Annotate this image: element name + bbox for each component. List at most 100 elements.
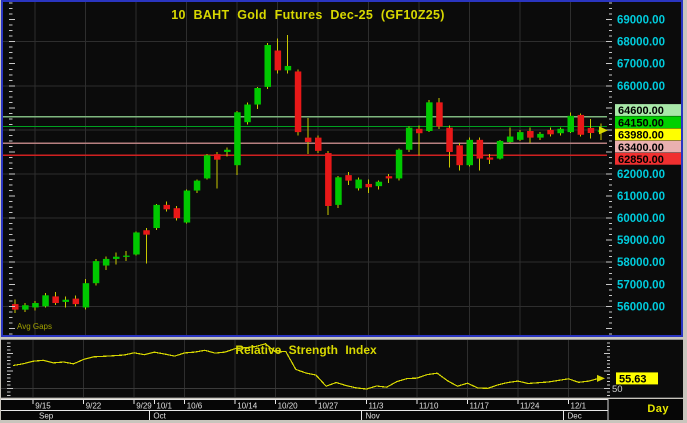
candle-body — [325, 153, 332, 206]
candle-body — [82, 283, 90, 308]
month-label: Sep — [39, 412, 54, 421]
candle-body — [577, 114, 585, 135]
rsi-value-badge — [616, 372, 658, 385]
date-tick-label: 9/15 — [35, 402, 51, 411]
candle-body — [345, 175, 352, 181]
main-chart-panel[interactable]: 69000.00 68000.00 67000.00 66000.00 62000.00… — [1, 0, 683, 337]
price-axis-label: 57000.00 — [617, 279, 665, 291]
candlestick-chart[interactable]: 69000.00 68000.00 67000.00 66000.00 62000.00… — [3, 2, 681, 335]
candle-body — [547, 129, 554, 135]
candle-body — [173, 208, 181, 219]
candle-body — [385, 176, 393, 179]
price-marker-label: 62850.00 — [618, 154, 664, 166]
candle-body — [496, 140, 504, 159]
price-axis-label: 69000.00 — [617, 15, 665, 27]
candle-body — [466, 139, 473, 166]
date-tick-label: 12/1 — [571, 402, 587, 411]
price-axis-label: 62000.00 — [617, 169, 665, 181]
price-marker-label: 64600.00 — [618, 105, 664, 117]
candle-body — [294, 71, 302, 133]
rsi-line — [12, 343, 599, 390]
rsi-title: Relative Strength Index — [235, 343, 377, 357]
candle-body — [315, 137, 322, 151]
candle-body — [102, 258, 110, 266]
price-axis-label: 60000.00 — [617, 213, 665, 225]
candle-body — [163, 204, 170, 210]
candle-body — [52, 296, 59, 304]
price-marker-badge — [615, 152, 681, 165]
last-price-arrow-icon — [599, 126, 608, 135]
candle-body — [375, 181, 383, 187]
price-marker-label: 63400.00 — [618, 142, 664, 154]
candle-body — [537, 133, 544, 138]
date-tick-label: 9/22 — [86, 402, 102, 411]
date-tick-label: 11/24 — [520, 402, 540, 411]
price-axis-label: 56000.00 — [617, 301, 665, 313]
price-marker-badge — [615, 128, 681, 141]
chart-title: 10 BAHT Gold Futures Dec-25 (GF10Z25) — [171, 8, 445, 22]
candle-body — [405, 127, 413, 150]
candle-body — [234, 112, 241, 166]
candle-body — [456, 145, 463, 166]
rsi-arrow-icon — [597, 374, 605, 382]
rsi-panel[interactable]: 50 55.63 Relative Strength Index — [1, 339, 683, 398]
candle-body — [254, 88, 261, 105]
price-marker-label: 64150.00 — [618, 117, 664, 129]
candle-body — [416, 128, 423, 134]
candle-body — [224, 149, 231, 152]
candle-body — [32, 303, 39, 308]
candle-body — [284, 65, 292, 71]
candle-body — [557, 128, 564, 134]
candle-body — [567, 115, 574, 133]
candle-body — [62, 299, 69, 302]
candle-body — [143, 230, 150, 235]
candle-body — [587, 127, 595, 133]
price-axis-label: 66000.00 — [617, 81, 665, 93]
candle-body — [264, 45, 271, 87]
candle-body — [22, 305, 29, 310]
rsi-level-label: 50 — [612, 384, 623, 395]
month-label: Dec — [568, 412, 582, 421]
candle-body — [193, 180, 201, 191]
candle-body — [426, 102, 433, 132]
rsi-value-label: 55.63 — [619, 374, 647, 386]
candle-body — [133, 232, 140, 255]
candle-body — [183, 190, 191, 223]
candle-body — [335, 177, 342, 205]
date-tick-label: 11/3 — [369, 402, 385, 411]
candle-body — [244, 104, 251, 123]
candle-body — [92, 261, 100, 284]
candle-body — [436, 102, 443, 127]
candle-body — [446, 127, 453, 152]
price-marker-badge — [615, 140, 681, 153]
candle-body — [214, 154, 221, 160]
candle-body — [517, 132, 524, 140]
price-axis-label: 61000.00 — [617, 191, 665, 203]
candle-body — [395, 149, 403, 179]
candle-body — [123, 255, 130, 257]
candle-body — [304, 137, 312, 143]
candle-body — [486, 157, 494, 160]
candle-body — [203, 155, 211, 179]
date-axis: 9/15 9/22 9/29 10/1 10/6 10/14 10/20 10/27 11/3 1… — [1, 399, 609, 421]
candle-body — [153, 204, 160, 229]
date-tick-label: 10/1 — [156, 402, 172, 411]
date-axis-panel: 9/15 9/22 9/29 10/1 10/6 10/14 10/20 10/27 11/3 1… — [1, 399, 683, 420]
candle-body — [365, 183, 372, 188]
price-axis-label: 68000.00 — [617, 37, 665, 49]
candle-body — [355, 179, 362, 189]
price-marker-badge — [615, 104, 681, 116]
date-tick-label: 9/29 — [136, 402, 152, 411]
candle-body — [527, 131, 534, 138]
price-axis-label: 67000.00 — [617, 59, 665, 71]
candle-body — [274, 50, 282, 71]
price-marker-badge — [615, 116, 681, 129]
candle-body — [476, 139, 484, 159]
price-axis-label: 58000.00 — [617, 257, 665, 269]
date-tick-label: 10/14 — [237, 402, 258, 411]
date-tick-label: 10/27 — [318, 402, 339, 411]
gaps-watermark: Avg Gaps — [17, 322, 52, 331]
date-tick-label: 11/10 — [419, 402, 439, 411]
timeframe-day-button[interactable]: Day — [647, 403, 669, 415]
